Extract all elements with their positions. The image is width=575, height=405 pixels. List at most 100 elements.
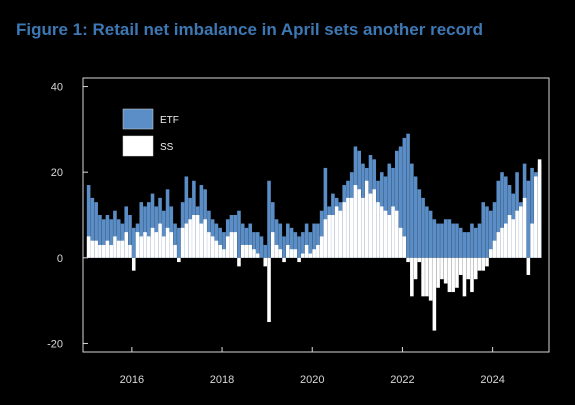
bar-etf <box>90 197 95 258</box>
bar-ss <box>417 257 422 263</box>
bar-ss <box>162 236 166 258</box>
bar-ss <box>214 240 219 258</box>
bar-etf <box>240 223 245 258</box>
bar-ss <box>473 257 478 280</box>
bar-ss <box>376 202 380 258</box>
bar-ss <box>387 215 392 258</box>
bar-etf <box>481 202 486 258</box>
bar-etf <box>406 133 410 258</box>
bar-ss <box>319 236 324 258</box>
bar-etf <box>255 232 260 258</box>
bar-ss <box>229 232 234 258</box>
x-tick-label: 2016 <box>120 374 144 386</box>
bar-etf <box>466 232 470 258</box>
bar-etf <box>304 223 309 258</box>
bar-ss <box>440 257 444 280</box>
bar-ss <box>327 215 331 258</box>
bar-ss <box>308 253 313 258</box>
bar-ss <box>443 257 448 284</box>
bar-etf <box>488 210 493 258</box>
bar-ss <box>470 257 474 293</box>
bar-etf <box>417 189 422 258</box>
bar-ss <box>477 257 482 271</box>
x-axis: 2016 2018 2020 2022 2024 <box>120 347 505 386</box>
bar-ss <box>323 219 328 258</box>
bar-ss <box>203 219 207 258</box>
bar-etf <box>395 150 399 258</box>
bar-ss <box>383 210 388 258</box>
bar-ss <box>248 244 253 258</box>
bar-etf <box>237 210 241 258</box>
bar-etf <box>500 172 504 258</box>
x-tick-label: 2022 <box>390 374 414 386</box>
bar-ss <box>379 206 384 258</box>
bar-etf <box>94 202 98 258</box>
bar-etf <box>470 223 474 258</box>
bar-ss <box>413 257 418 280</box>
bar-etf <box>173 223 177 258</box>
bar-ss <box>496 232 501 258</box>
figure-title: Figure 1: Retail net imbalance in April … <box>16 20 483 39</box>
bar-etf <box>526 180 531 258</box>
bar-ss <box>507 215 512 258</box>
bar-etf <box>473 227 478 258</box>
bar-ss <box>143 232 147 258</box>
bar-etf <box>128 215 132 258</box>
bar-ss <box>346 197 350 258</box>
bar-etf <box>312 223 316 258</box>
bar-etf <box>504 176 508 258</box>
bar-etf <box>402 137 407 258</box>
bar-ss <box>263 257 268 267</box>
bar-ss <box>342 202 346 258</box>
y-axis: -20 0 20 40 <box>47 82 88 350</box>
bar-ss <box>447 257 452 293</box>
bar-etf <box>455 223 459 258</box>
bar-ss <box>432 257 437 331</box>
bar-ss <box>293 249 298 258</box>
bar-etf <box>263 244 268 258</box>
legend-etf-label: ETF <box>160 115 179 126</box>
bar-etf <box>162 210 166 258</box>
bar-ss <box>94 240 98 258</box>
plot-frame <box>82 77 550 353</box>
bar-ss <box>199 223 204 258</box>
bar-ss <box>240 244 245 258</box>
bar-ss <box>331 215 335 258</box>
bar-ss <box>297 257 301 263</box>
bar-ss <box>410 257 414 297</box>
bar-ss <box>428 257 433 301</box>
bar-ss <box>406 257 410 263</box>
bar-etf <box>184 176 189 258</box>
bar-etf <box>214 223 219 258</box>
bar-ss <box>421 257 425 297</box>
bar-ss <box>372 189 377 258</box>
bar-ss <box>511 219 516 258</box>
bar-ss <box>522 197 527 258</box>
bar-ss <box>184 223 189 258</box>
bar-ss <box>488 249 493 258</box>
bar-etf <box>86 185 91 258</box>
bar-ss <box>158 223 162 258</box>
bar-etf <box>319 210 324 258</box>
bar-etf <box>146 202 151 258</box>
legend: ETF SS <box>122 108 179 157</box>
bar-ss <box>530 223 534 258</box>
bar-ss <box>120 240 125 258</box>
bar-ss <box>304 244 309 258</box>
bar-ss <box>146 236 151 258</box>
bar-ss <box>289 249 294 258</box>
bar-ss <box>233 232 237 258</box>
bar-ss <box>109 244 113 258</box>
bar-etf <box>387 163 392 258</box>
bar-ss <box>154 232 159 258</box>
legend-etf-swatch <box>122 108 154 130</box>
legend-ss-swatch <box>122 135 154 157</box>
bar-etf <box>274 219 279 258</box>
bar-ss <box>455 257 459 288</box>
bar-etf <box>293 232 298 258</box>
x-tick-label: 2018 <box>210 374 234 386</box>
bar-ss <box>90 240 95 258</box>
bar-etf <box>120 223 125 258</box>
bar-etf <box>451 223 455 258</box>
bar-etf <box>98 215 102 258</box>
